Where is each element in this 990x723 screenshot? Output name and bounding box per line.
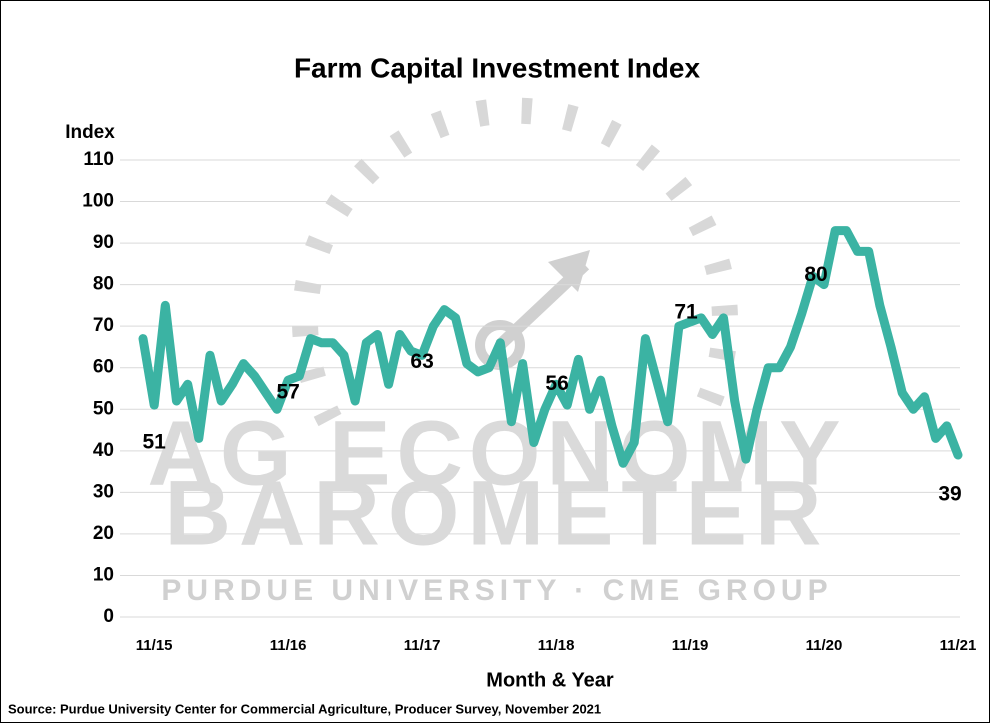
- data-label: 51: [142, 431, 166, 454]
- x-tick-label: 11/21: [940, 637, 977, 654]
- x-tick-label: 11/16: [270, 637, 307, 654]
- watermark-text: BAROMETER: [165, 462, 830, 564]
- chart-title: Farm Capital Investment Index: [294, 52, 701, 83]
- watermark: [292, 97, 738, 427]
- y-tick-label: 100: [82, 191, 114, 212]
- data-label: 57: [276, 381, 299, 404]
- y-tick-label: 50: [93, 398, 114, 419]
- y-tick-label: 110: [83, 149, 114, 170]
- data-label: 56: [545, 372, 568, 395]
- gauge-ticks: [292, 97, 738, 427]
- x-axis-label: Month & Year: [486, 669, 614, 691]
- y-tick-label: 80: [93, 274, 114, 295]
- gauge-arrow: [548, 250, 590, 292]
- source: Source: Purdue University Center for Com…: [8, 701, 601, 716]
- x-tick-label: 11/15: [136, 637, 173, 654]
- data-label: 39: [938, 483, 961, 506]
- data-label: 71: [674, 301, 698, 324]
- y-tick-label: 70: [93, 315, 114, 336]
- x-tick-label: 11/17: [404, 637, 441, 654]
- y-tick-label: 20: [93, 523, 114, 544]
- y-tick-label: 10: [93, 564, 114, 585]
- data-label: 63: [410, 350, 433, 373]
- watermark-text: PURDUE UNIVERSITY · CME GROUP: [161, 574, 832, 607]
- watermark-text: AG ECONOMY: [148, 402, 847, 504]
- x-tick-label: 11/20: [806, 637, 843, 654]
- y-tick-label: 30: [93, 481, 114, 502]
- y-tick-label: 60: [93, 357, 114, 378]
- x-tick-label: 11/19: [672, 637, 709, 654]
- data-label: 80: [804, 263, 827, 286]
- x-tick-label: 11/18: [538, 637, 575, 654]
- y-tick-label: 0: [103, 606, 114, 627]
- y-axis-label: Index: [65, 122, 115, 143]
- data-line: [138, 226, 963, 468]
- y-tick-label: 40: [93, 440, 114, 461]
- y-tick-label: 90: [93, 232, 114, 253]
